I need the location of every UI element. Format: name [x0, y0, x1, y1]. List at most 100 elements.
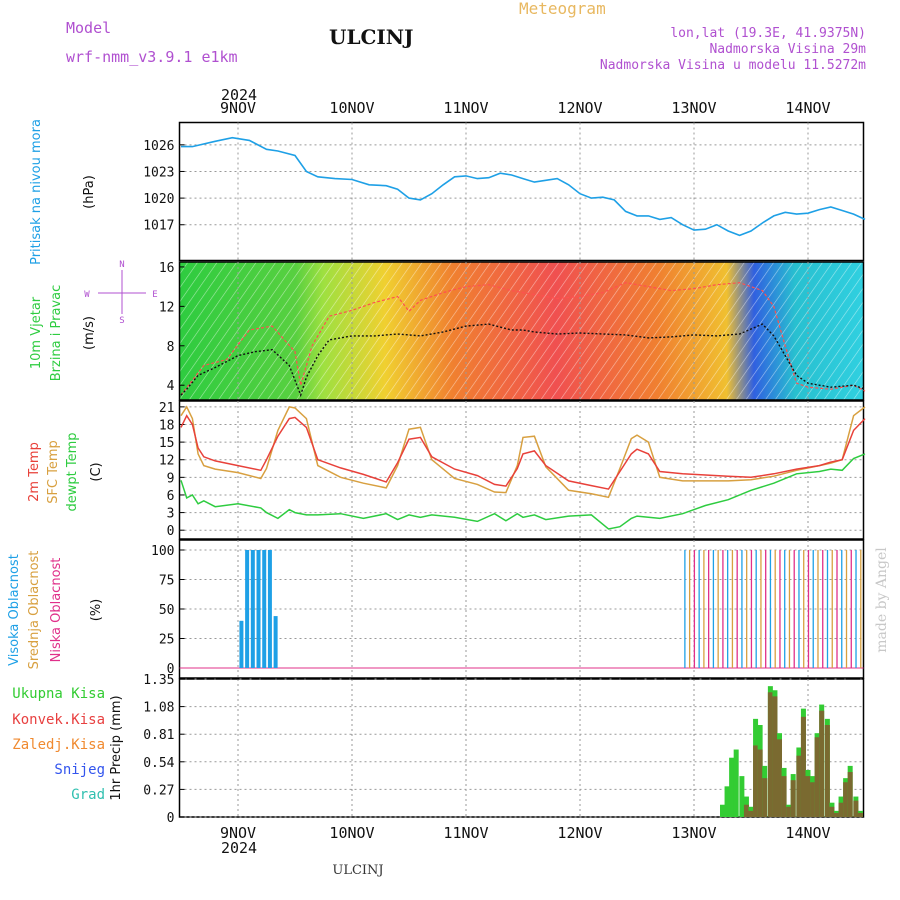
temp-name-label-1: 2m Temp — [27, 442, 42, 502]
conv-precip-bar — [857, 812, 863, 817]
conv-precip-bar — [819, 710, 825, 817]
y-tick-label: 1.35 — [143, 673, 174, 688]
conv-precip-bar — [805, 776, 811, 817]
cloud-unit-label: (%) — [89, 599, 104, 622]
conv-precip-bar — [834, 812, 839, 817]
high-cloud-bar — [273, 616, 278, 668]
conv-precip-bar — [767, 692, 773, 817]
total-precip-bar — [733, 749, 739, 817]
altitude-label: Nadmorska Visina 29m — [709, 42, 866, 57]
day-tick-label-top: 13NOV — [671, 99, 716, 117]
y-tick-label: 4 — [167, 379, 175, 394]
dewpoint-line — [180, 453, 866, 530]
total-precip-bar — [724, 786, 730, 817]
conv-precip-bar — [814, 737, 820, 817]
data-marks — [179, 136, 866, 817]
y-tick-label: 9 — [167, 471, 175, 486]
temp-unit-label: (C) — [89, 462, 104, 481]
legend-grad: Grad — [71, 787, 105, 803]
y-tick-label: 0.81 — [143, 728, 174, 743]
compass-e: E — [152, 290, 157, 300]
y-tick-label: 0 — [167, 662, 175, 677]
temp-name-label-3: dewpt Temp — [65, 432, 80, 511]
legend-frozen-precip: Zaledj.Kisa — [12, 737, 105, 753]
conv-precip-bar — [781, 776, 787, 817]
wind-gust-line — [180, 282, 866, 396]
y-tick-label: 25 — [159, 633, 175, 648]
conv-precip-bar — [777, 739, 782, 817]
y-tick-label: 0.54 — [143, 756, 174, 771]
high-cloud-bar — [262, 550, 267, 668]
conv-precip-bar — [853, 800, 859, 817]
y-tick-label: 12 — [159, 300, 175, 315]
compass-w: W — [84, 290, 90, 300]
y-tick-label: 1017 — [143, 219, 174, 234]
precip-panel — [178, 678, 865, 818]
y-tick-label: 75 — [159, 574, 175, 589]
conv-precip-bar — [748, 810, 754, 817]
page-title: ULCINJ — [329, 25, 414, 49]
conv-precip-bar — [843, 782, 849, 817]
total-precip-bar — [720, 804, 725, 817]
pressure-line — [181, 136, 866, 237]
compass-icon: N S W E — [84, 260, 157, 326]
y-tick-label: 16 — [159, 261, 175, 276]
high-cloud-bar — [256, 550, 261, 668]
wind-barb-texture — [179, 262, 864, 400]
pressure-unit-label: (hPa) — [82, 175, 97, 209]
y-tick-label: 15 — [159, 436, 175, 451]
total-precip-bar — [739, 776, 745, 817]
conv-precip-bar — [762, 778, 768, 817]
conv-precip-bar — [824, 725, 830, 817]
compass-s: S — [119, 316, 124, 326]
cloud-name-label-3: Niska Oblacnost — [49, 558, 64, 663]
y-tick-label: 6 — [167, 489, 175, 504]
meteogram-label: Meteogram — [519, 0, 606, 18]
y-tick-label: 0.27 — [143, 783, 174, 798]
y-tick-label: 3 — [167, 507, 175, 522]
high-cloud-bar — [250, 550, 255, 668]
year-top: 2024 — [221, 86, 257, 104]
y-tick-label: 1023 — [143, 165, 174, 180]
compass-n: N — [119, 260, 124, 270]
day-tick-label-bottom: 9NOV — [220, 824, 256, 842]
cloud-name-label-2: Srednja Oblacnost — [27, 551, 42, 670]
conv-precip-bar — [800, 716, 806, 817]
conv-precip-bar — [790, 780, 796, 817]
lonlat-label: lon,lat (19.3E, 41.9375N) — [670, 26, 866, 41]
temp-name-label-2: SFC Temp — [46, 440, 61, 504]
y-tick-label: 18 — [159, 418, 175, 433]
day-tick-label-top: 9NOV — [220, 99, 256, 117]
wind-speed-line — [180, 323, 866, 398]
conv-precip-bar — [786, 806, 792, 817]
y-tick-label: 12 — [159, 454, 175, 469]
total-precip-bar — [729, 757, 735, 817]
y-tick-label: 1.08 — [143, 701, 174, 716]
bottom-station-label: ULCINJ — [332, 863, 383, 878]
model-name: wrf-nmm_v3.9.1 e1km — [66, 48, 238, 66]
pressure-name-label: Pritisak na nivou mora — [29, 119, 44, 265]
conv-precip-bar — [810, 782, 816, 817]
conv-precip-bar — [743, 804, 749, 817]
conv-precip-bar — [796, 755, 802, 817]
high-cloud-bar — [239, 620, 244, 668]
conv-precip-bar — [757, 749, 763, 817]
conv-precip-bar — [838, 802, 844, 817]
day-tick-label-bottom: 14NOV — [785, 824, 830, 842]
y-tick-label: 1020 — [143, 192, 174, 207]
y-tick-label: 0 — [167, 811, 175, 826]
high-cloud-bar — [245, 550, 250, 668]
conv-precip-bar — [772, 696, 778, 817]
day-tick-label-bottom: 13NOV — [671, 824, 716, 842]
day-tick-label-bottom: 11NOV — [443, 824, 488, 842]
day-tick-label-top: 14NOV — [785, 99, 830, 117]
legend-snow: Snijeg — [54, 762, 105, 778]
model-label: Model — [66, 19, 111, 37]
wind-panel — [178, 261, 865, 401]
y-tick-label: 0 — [167, 524, 175, 539]
legend-conv-precip: Konvek.Kisa — [12, 712, 105, 728]
day-tick-label-bottom: 12NOV — [557, 824, 602, 842]
pressure-panel — [178, 121, 865, 262]
wind-unit-label: (m/s) — [82, 316, 97, 350]
